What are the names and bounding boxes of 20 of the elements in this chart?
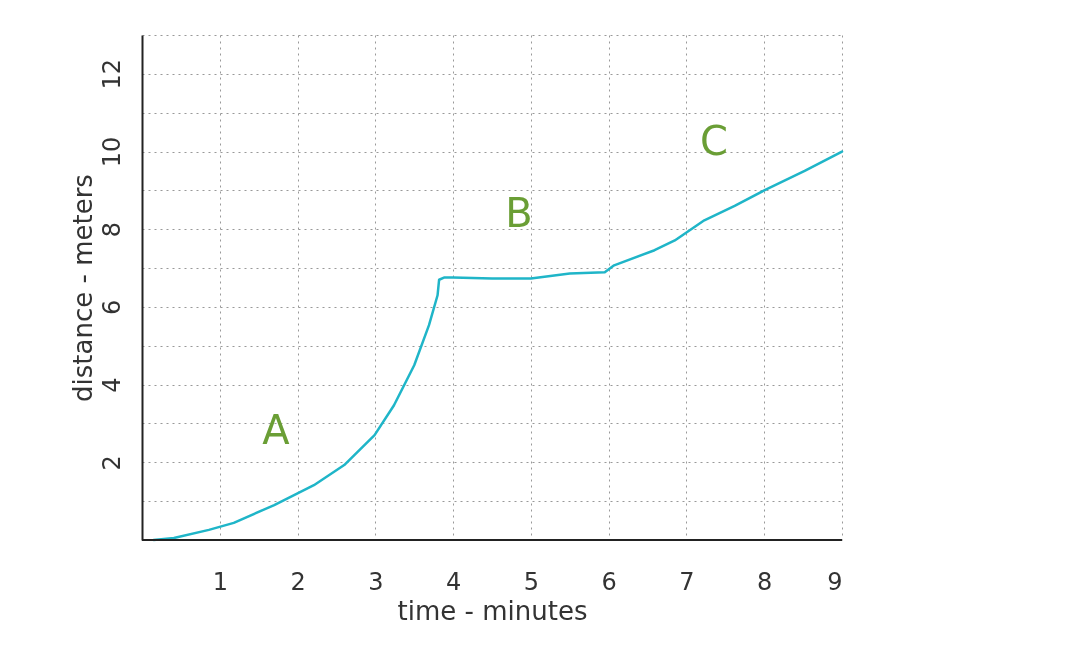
y-tick-label: 4 bbox=[97, 377, 126, 393]
x-axis-title: time - minutes bbox=[397, 595, 588, 626]
x-tick-label: 9 bbox=[827, 567, 843, 596]
y-tick-label: 8 bbox=[97, 222, 126, 238]
y-axis-title: distance - meters bbox=[67, 174, 98, 402]
x-tick-label: 4 bbox=[445, 567, 462, 596]
x-tick-label: 3 bbox=[368, 567, 384, 596]
annotation: C bbox=[700, 118, 728, 164]
x-tick-label: 8 bbox=[757, 567, 773, 596]
y-tick-label: 10 bbox=[97, 136, 126, 168]
y-tick-label: 6 bbox=[97, 299, 126, 316]
x-tick-label: 5 bbox=[523, 567, 540, 596]
annotation: A bbox=[262, 407, 291, 453]
x-tick-label: 6 bbox=[601, 567, 617, 596]
x-tick-label: 7 bbox=[679, 567, 695, 596]
y-tick-label: 2 bbox=[97, 455, 126, 471]
x-tick-label: 2 bbox=[290, 567, 306, 596]
x-tick-label: 1 bbox=[212, 567, 228, 596]
y-tick-label: 12 bbox=[97, 59, 126, 90]
annotation: B bbox=[505, 190, 533, 236]
